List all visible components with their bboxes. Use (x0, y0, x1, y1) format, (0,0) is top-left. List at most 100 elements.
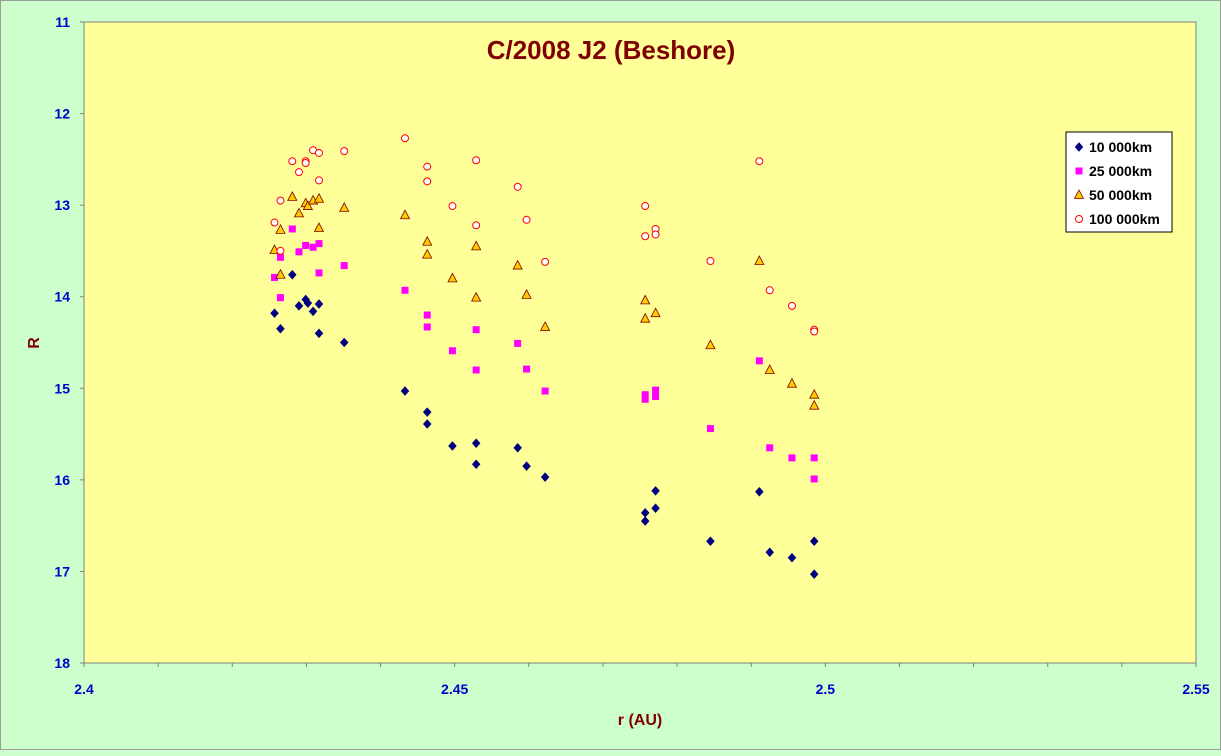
data-point (314, 299, 324, 309)
data-point (271, 273, 279, 281)
y-tick-label: 16 (54, 472, 70, 488)
data-point (512, 259, 523, 270)
data-point (514, 339, 522, 347)
data-point (787, 552, 797, 563)
legend-item: 25 000km (1075, 163, 1152, 179)
data-point (651, 503, 660, 514)
data-point (309, 243, 317, 251)
data-point (315, 176, 324, 185)
data-point (447, 272, 458, 283)
chart-title: C/2008 J2 (Beshore) (487, 35, 736, 65)
data-point (640, 516, 650, 526)
legend-marker-square (1075, 167, 1083, 175)
data-point (276, 196, 285, 205)
data-point (294, 168, 303, 177)
data-point (650, 307, 661, 318)
y-tick-label: 17 (54, 563, 70, 579)
data-point (339, 202, 350, 212)
data-point (471, 291, 482, 302)
legend-label: 25 000km (1089, 163, 1152, 179)
data-point (313, 192, 325, 203)
series-diamond (270, 269, 819, 580)
data-point (810, 327, 819, 336)
data-point (276, 246, 285, 255)
data-point (422, 235, 433, 246)
data-points (269, 134, 820, 580)
x-axis-label: r (AU) (618, 712, 662, 729)
y-tick-label: 12 (54, 106, 70, 122)
data-point (276, 253, 284, 261)
data-point (471, 459, 481, 470)
data-point (313, 222, 325, 232)
data-point (651, 230, 660, 239)
data-point (705, 339, 716, 350)
x-tick-label: 2.5 (816, 681, 836, 697)
legend-marker-circle (1075, 215, 1083, 223)
y-tick-label: 18 (54, 655, 70, 671)
legend-item: 10 000km (1074, 139, 1152, 155)
data-point (301, 159, 310, 168)
data-point (448, 202, 457, 211)
data-point (293, 207, 305, 218)
data-point (288, 225, 296, 233)
data-point (295, 248, 303, 256)
data-point (755, 157, 764, 166)
data-point (423, 177, 432, 186)
legend-item: 100 000km (1075, 211, 1160, 227)
x-tick-label: 2.45 (441, 681, 468, 697)
legend-marker-diamond (1074, 142, 1084, 152)
data-point (765, 547, 775, 558)
data-point (706, 536, 715, 547)
data-point (422, 248, 433, 259)
data-point (400, 386, 410, 396)
data-point (652, 386, 660, 394)
data-point (270, 218, 279, 227)
data-point (809, 399, 820, 410)
data-point (472, 326, 480, 334)
legend-marker-triangle (1073, 189, 1085, 199)
data-point (765, 286, 774, 295)
data-point (641, 391, 649, 399)
data-point (786, 377, 798, 388)
data-point (755, 486, 764, 497)
data-point (422, 419, 432, 429)
data-point (315, 269, 323, 277)
plot-area (83, 21, 1197, 664)
data-point (423, 311, 431, 319)
data-point (302, 200, 314, 210)
y-tick-label: 15 (54, 380, 70, 396)
y-tick-label: 11 (55, 14, 70, 30)
data-point (315, 148, 324, 157)
series-square (271, 225, 818, 483)
data-point (308, 306, 318, 317)
data-point (400, 134, 409, 143)
data-point (513, 442, 523, 453)
data-point (302, 241, 310, 249)
data-point (523, 365, 531, 373)
data-point (641, 395, 649, 403)
y-tick-label: 14 (54, 289, 70, 305)
legend: 10 000km 25 000km 50 000km 100 000km (1065, 131, 1173, 233)
data-point (340, 262, 348, 270)
data-point (541, 387, 549, 395)
data-point (809, 388, 820, 399)
data-point (275, 268, 286, 279)
data-point (513, 182, 522, 191)
x-tick-label: 2.55 (1182, 681, 1209, 697)
data-point (314, 328, 324, 339)
data-point (809, 569, 819, 580)
data-point (423, 162, 432, 171)
data-point (766, 444, 774, 452)
y-tick-label: 13 (54, 197, 70, 213)
data-point (401, 286, 409, 294)
data-point (652, 393, 660, 401)
data-point (764, 364, 775, 374)
data-point (706, 425, 714, 433)
y-axis-label: R (26, 337, 43, 349)
data-point (521, 289, 532, 299)
legend-label: 100 000km (1089, 211, 1160, 227)
data-point (706, 257, 715, 266)
data-point (809, 536, 819, 547)
